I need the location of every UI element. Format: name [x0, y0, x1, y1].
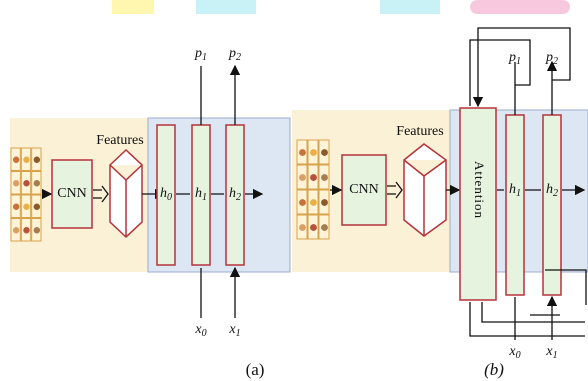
image-icon [13, 227, 19, 233]
image-icon [321, 224, 328, 231]
arrow [201, 66, 235, 125]
output-label: p1 [508, 50, 521, 67]
input-label: x0 [194, 322, 206, 339]
highlight [112, 0, 154, 14]
image-icon [34, 227, 40, 233]
arrow [515, 62, 552, 115]
image-icon [310, 224, 317, 231]
caption: (a) [246, 360, 265, 379]
image-icon [13, 180, 19, 186]
image-icon [299, 199, 306, 206]
input-label: x1 [228, 322, 240, 339]
panel-b: CNN Features Attention h1 h2 p1 p2 x0 x1… [292, 28, 588, 379]
cnn-label: CNN [57, 186, 87, 201]
output-label: p2 [545, 50, 558, 67]
features-label: Features [96, 133, 143, 148]
state-box [543, 115, 561, 295]
image-icon [23, 204, 29, 210]
highlight [470, 0, 570, 14]
highlight [380, 0, 440, 14]
image-grid [11, 148, 41, 241]
image-icon [34, 157, 40, 163]
image-icon [310, 149, 317, 156]
arrow [515, 297, 552, 340]
highlight [196, 0, 256, 14]
input-label: x0 [508, 344, 520, 361]
output-label: p2 [228, 46, 241, 63]
image-icon [23, 157, 29, 163]
cnn-label: CNN [349, 182, 379, 197]
image-icon [34, 180, 40, 186]
panel-a: CNN Features h0 h1 h2 p1 p2 x0 x1 (a) [10, 46, 290, 379]
image-grid [297, 140, 329, 239]
image-icon [321, 174, 328, 181]
image-icon [310, 199, 317, 206]
image-icon [23, 180, 29, 186]
image-icon [23, 227, 29, 233]
input-label: x1 [545, 344, 557, 361]
state-box [506, 115, 524, 295]
image-icon [299, 224, 306, 231]
feature-cube [404, 144, 446, 236]
image-icon [310, 174, 317, 181]
image-icon [321, 149, 328, 156]
features-label: Features [396, 124, 443, 139]
arrow [201, 268, 235, 318]
feature-cube [110, 150, 142, 237]
attention-label: Attention [472, 161, 487, 219]
image-icon [299, 174, 306, 181]
image-icon [13, 157, 19, 163]
output-label: p1 [194, 46, 207, 63]
image-icon [299, 149, 306, 156]
image-icon [13, 204, 19, 210]
diagram: CNN Features h0 h1 h2 p1 p2 x0 x1 (a) CN… [0, 0, 588, 381]
image-icon [34, 204, 40, 210]
image-icon [321, 199, 328, 206]
caption: (b) [484, 360, 504, 379]
